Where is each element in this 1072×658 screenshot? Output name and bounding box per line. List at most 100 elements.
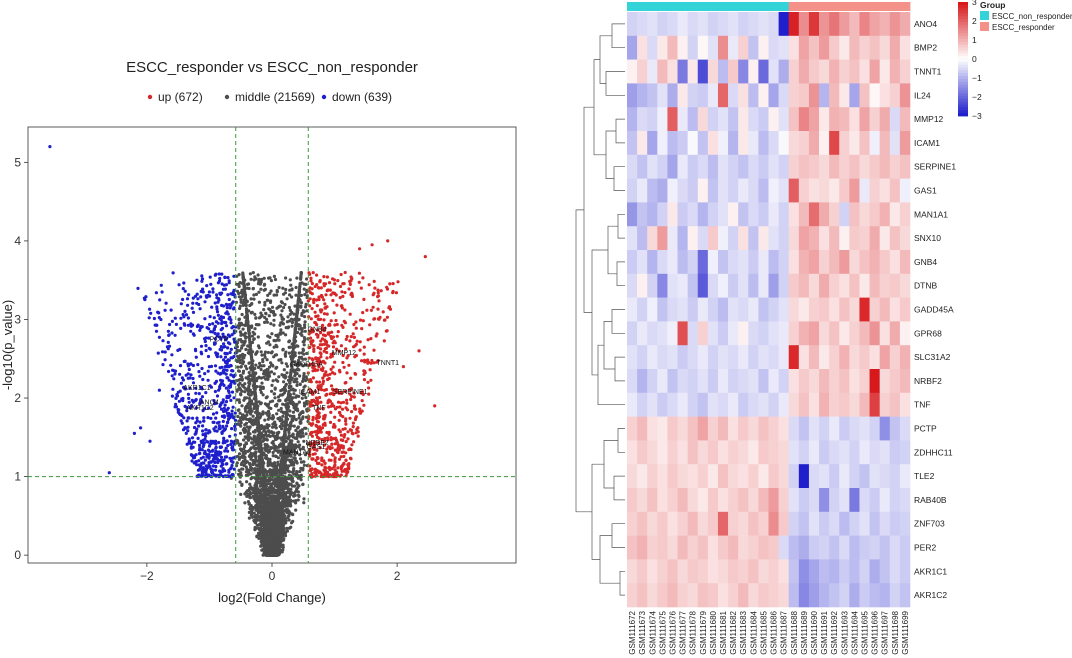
point-middle: [292, 461, 296, 465]
point-middle: [269, 525, 273, 530]
point-middle: [261, 393, 265, 397]
point-down: [209, 282, 213, 286]
point-up: [319, 347, 323, 351]
point-middle: [245, 313, 249, 317]
point-middle: [248, 405, 252, 409]
point-middle: [283, 430, 287, 434]
point-middle: [260, 364, 264, 368]
point-middle: [302, 501, 306, 505]
point-middle: [287, 435, 291, 439]
point-up: [340, 290, 344, 294]
point-middle: [285, 529, 289, 533]
point-middle: [287, 510, 291, 515]
point-up: [340, 323, 344, 327]
point-middle: [286, 326, 290, 330]
point-middle: [296, 493, 301, 497]
point-middle: [280, 480, 284, 484]
point-down: [213, 364, 218, 368]
point-middle: [245, 417, 249, 421]
volcano-plot: ESCC_responder vs ESCC_non_responder up …: [0, 59, 517, 605]
point-middle: [269, 477, 273, 481]
point-middle: [272, 442, 276, 447]
point-middle: [236, 282, 240, 286]
point-middle: [235, 438, 239, 442]
point-middle: [248, 272, 252, 276]
point-middle: [255, 534, 259, 538]
point-middle: [304, 375, 308, 379]
point-middle: [272, 446, 276, 450]
point-middle: [259, 424, 264, 428]
point-up: [313, 310, 317, 314]
point-middle: [238, 431, 243, 435]
point-middle: [303, 320, 307, 324]
point-middle: [244, 364, 248, 368]
point-middle: [294, 320, 298, 324]
point-middle: [276, 395, 281, 399]
point-middle: [249, 297, 253, 301]
point-middle: [238, 387, 242, 391]
point-middle: [283, 530, 287, 534]
point-middle: [247, 334, 251, 338]
point-middle: [241, 369, 246, 373]
point-middle: [274, 535, 278, 539]
point-middle: [264, 311, 268, 315]
point-middle: [257, 468, 261, 472]
point-middle: [302, 439, 306, 443]
point-middle: [251, 330, 255, 334]
point-middle: [294, 499, 298, 503]
point-middle: [289, 283, 293, 287]
point-middle: [263, 369, 267, 373]
point-middle: [239, 492, 243, 496]
point-middle: [291, 499, 295, 503]
point-up: [309, 317, 313, 321]
point-middle: [240, 404, 244, 408]
point-middle: [280, 422, 284, 426]
point-middle: [279, 442, 283, 446]
point-down: [184, 313, 189, 317]
point-middle: [290, 458, 294, 462]
point-middle: [277, 285, 281, 290]
point-middle: [298, 453, 302, 457]
point-middle: [246, 319, 250, 323]
point-down: [225, 424, 229, 428]
point-middle: [265, 358, 269, 362]
point-middle: [240, 467, 244, 471]
point-middle: [277, 534, 281, 538]
point-middle: [239, 424, 243, 428]
point-middle: [259, 390, 263, 395]
point-middle: [264, 539, 268, 544]
point-middle: [281, 286, 285, 290]
point-middle: [290, 361, 294, 365]
point-middle: [245, 480, 249, 484]
point-middle: [303, 363, 307, 367]
point-middle: [252, 444, 256, 448]
point-middle: [269, 503, 273, 507]
point-middle: [278, 323, 282, 327]
point-middle: [250, 340, 255, 345]
point-middle: [270, 488, 274, 492]
point-middle: [290, 512, 294, 516]
point-up: [319, 286, 323, 290]
point-middle: [239, 300, 243, 304]
point-middle: [241, 428, 245, 432]
point-middle: [267, 314, 271, 318]
point-middle: [284, 287, 288, 292]
point-down: [163, 308, 167, 312]
point-middle: [290, 324, 294, 328]
point-middle: [283, 463, 287, 467]
point-middle: [289, 525, 293, 529]
point-middle: [294, 418, 298, 422]
point-middle: [266, 461, 270, 465]
point-up: [323, 326, 327, 330]
point-middle: [295, 471, 299, 475]
point-down: [225, 306, 229, 310]
point-middle: [280, 456, 284, 460]
point-middle: [236, 383, 241, 387]
point-middle: [283, 425, 287, 429]
point-middle: [262, 451, 266, 455]
point-middle: [238, 377, 242, 382]
point-middle: [268, 434, 272, 438]
point-middle: [284, 383, 288, 387]
point-middle: [257, 510, 261, 514]
point-up: [322, 275, 326, 279]
